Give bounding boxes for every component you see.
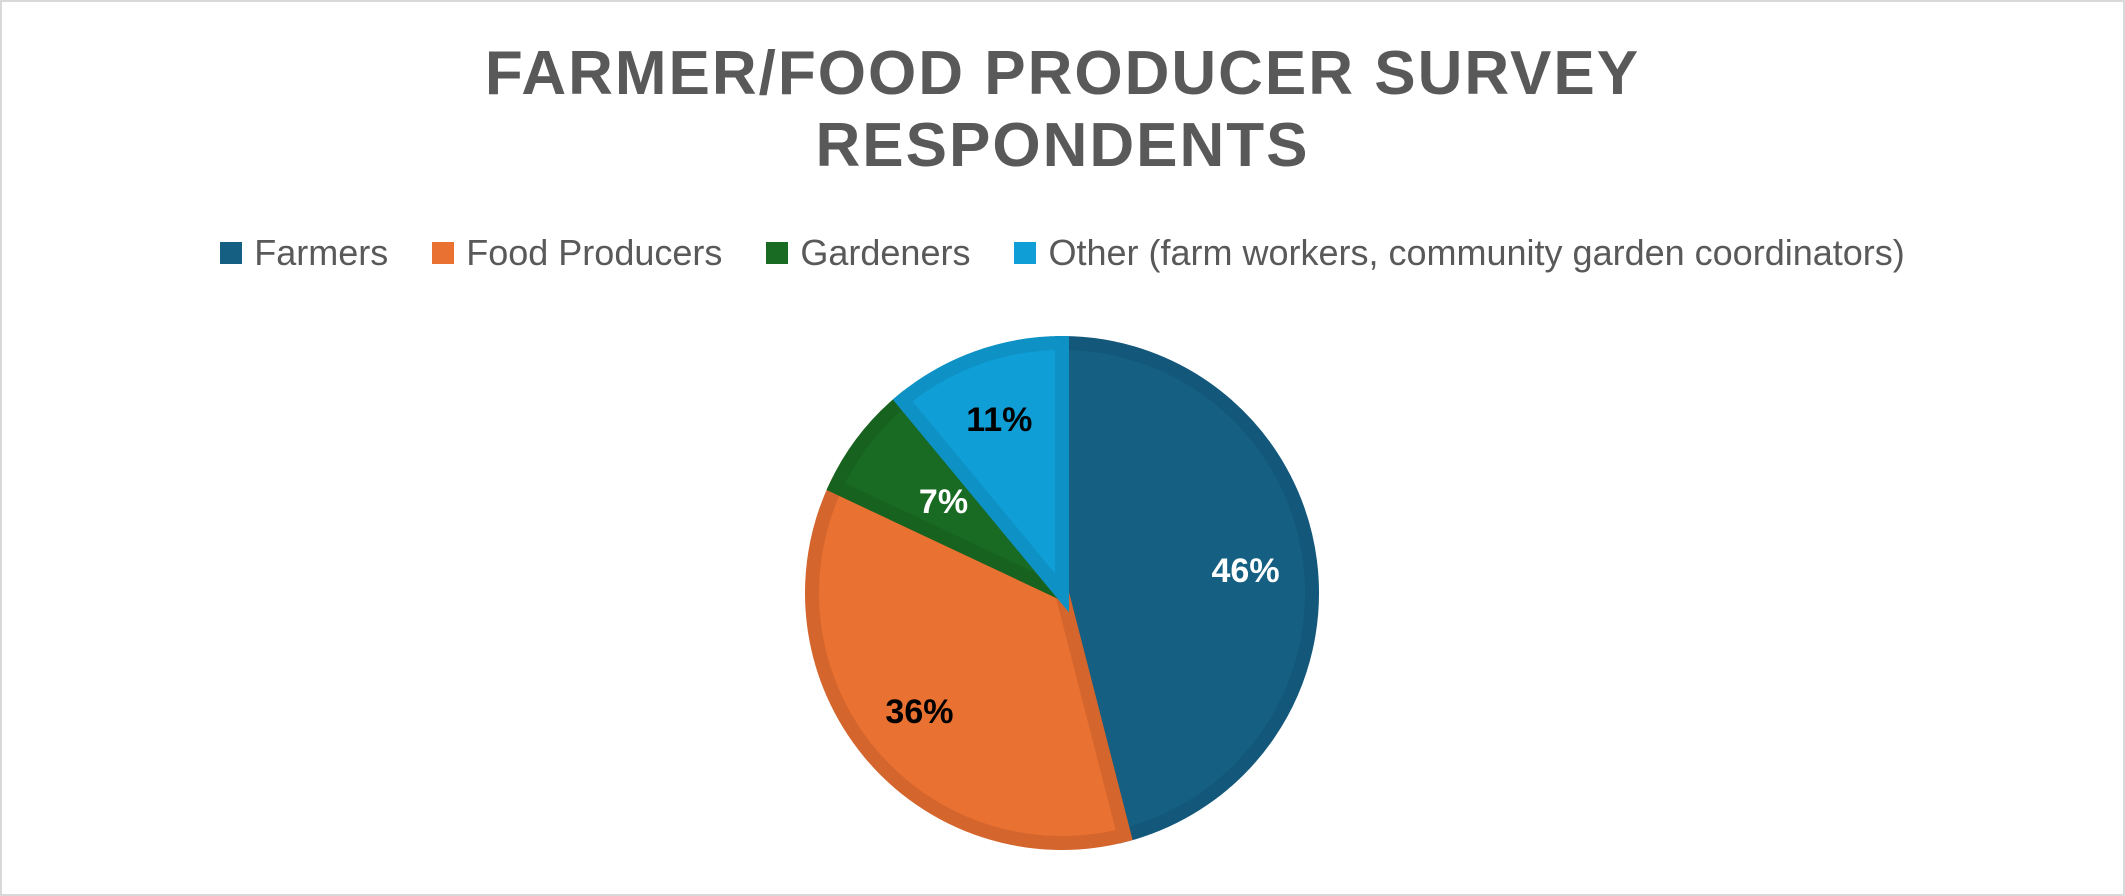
pie-slice-farmers bbox=[1055, 335, 1319, 844]
legend-label-farmers: Farmers bbox=[254, 232, 389, 273]
legend-label-food-producers: Food Producers bbox=[466, 232, 723, 273]
pie-slice-other bbox=[892, 335, 1069, 613]
legend-label-other: Other (farm workers, community garden co… bbox=[1048, 232, 1905, 273]
data-label-farmers: 46% bbox=[1212, 552, 1280, 590]
legend-swatch-gardeners bbox=[766, 242, 789, 264]
chart-title-line-2: RESPONDENTS bbox=[815, 111, 1310, 180]
legend-item-other: Other (farm workers, community garden co… bbox=[1014, 232, 1905, 274]
legend-item-food-producers: Food Producers bbox=[432, 232, 722, 274]
data-label-food-producers: 36% bbox=[885, 693, 953, 731]
legend-item-gardeners: Gardeners bbox=[766, 232, 970, 274]
legend-swatch-other bbox=[1014, 242, 1037, 264]
data-label-other: 11% bbox=[966, 401, 1032, 439]
chart-title-line-1: FARMER/FOOD PRODUCER SURVEY bbox=[484, 39, 1641, 108]
legend-label-gardeners: Gardeners bbox=[800, 232, 971, 273]
legend: Farmers Food Producers Gardeners Other (… bbox=[0, 232, 2125, 274]
legend-swatch-farmers bbox=[220, 242, 243, 264]
legend-swatch-food-producers bbox=[432, 242, 455, 264]
legend-item-farmers: Farmers bbox=[220, 232, 388, 274]
data-label-gardeners: 7% bbox=[919, 483, 968, 521]
pie-slice-food-producers bbox=[805, 477, 1133, 850]
